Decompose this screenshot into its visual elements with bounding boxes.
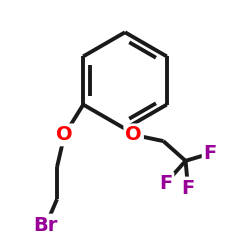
Text: F: F [159,174,172,193]
Text: F: F [182,178,195,198]
Text: F: F [159,174,172,193]
Text: F: F [204,144,217,163]
Text: O: O [125,126,142,144]
Text: Br: Br [34,216,58,234]
Text: F: F [204,144,217,163]
Text: O: O [56,126,73,144]
Text: O: O [125,126,142,144]
Text: O: O [56,126,73,144]
Text: F: F [182,178,195,198]
Text: Br: Br [34,216,58,234]
